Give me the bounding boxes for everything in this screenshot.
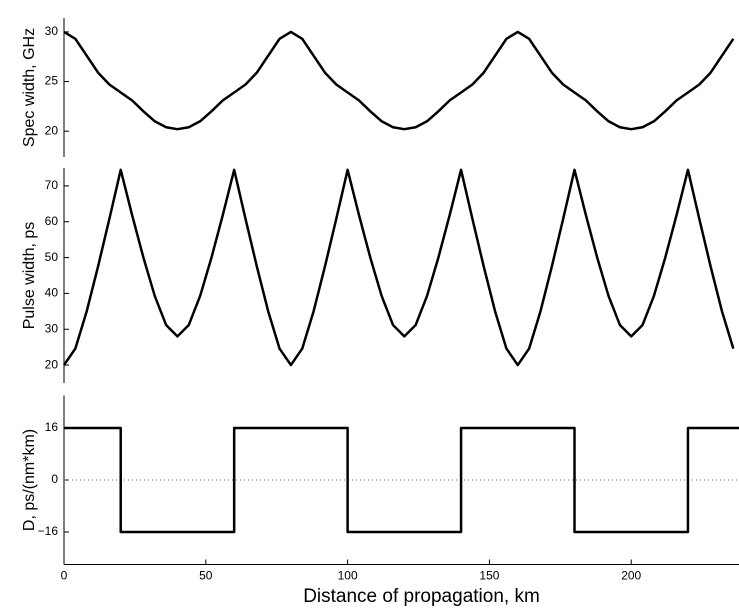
y-tick-label: 0 xyxy=(51,472,58,486)
x-tick-label: 50 xyxy=(199,569,213,583)
y-tick-label: 50 xyxy=(45,250,59,264)
y-axis-label: D, ps/(nm*km) xyxy=(21,429,38,531)
y-tick-label: 40 xyxy=(45,286,59,300)
y-tick-label: 30 xyxy=(45,321,59,335)
x-tick-label: 200 xyxy=(621,569,641,583)
y-tick-label: −16 xyxy=(38,524,59,538)
y-tick-label: 30 xyxy=(45,24,59,38)
data-line xyxy=(64,426,739,534)
x-tick-label: 0 xyxy=(61,569,68,583)
y-tick-label: 25 xyxy=(45,74,59,88)
y-axis-label: Pulse width, ps xyxy=(21,222,38,330)
y-tick-label: 70 xyxy=(45,178,59,192)
y-tick-label: 60 xyxy=(45,214,59,228)
y-tick-label: 20 xyxy=(45,357,59,371)
y-tick-label: 16 xyxy=(45,420,59,434)
y-tick-label: 20 xyxy=(45,123,59,137)
x-tick-label: 150 xyxy=(479,569,499,583)
data-line xyxy=(62,168,735,367)
y-axis-label: Spec width, GHz xyxy=(21,28,38,147)
data-line xyxy=(63,30,735,131)
x-axis-label: Distance of propagation, km xyxy=(303,586,540,607)
x-tick-label: 100 xyxy=(338,569,358,583)
